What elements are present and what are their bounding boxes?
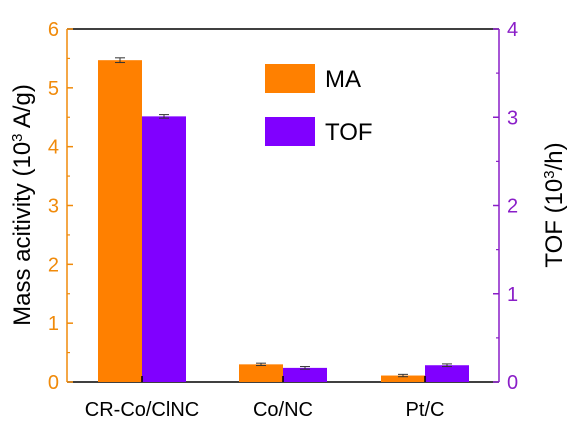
y-axis-left-title-sup: 3 bbox=[9, 133, 26, 141]
y-axis-right-title-sup: 3 bbox=[541, 170, 558, 178]
y-tick-label-right: 3 bbox=[507, 107, 518, 129]
bar-ma bbox=[98, 60, 142, 382]
y-tick-label-right: 4 bbox=[507, 19, 518, 41]
y-tick-label-left: 0 bbox=[48, 372, 59, 394]
y-axis-left-title-prefix: Mass acitivity (10 bbox=[9, 142, 36, 326]
legend-label-tof: TOF bbox=[325, 119, 373, 146]
y-tick-label-right: 2 bbox=[507, 196, 518, 218]
bar-ma bbox=[239, 364, 283, 382]
y-tick-label-left: 1 bbox=[48, 313, 59, 335]
legend: MA TOF bbox=[265, 64, 373, 146]
y-tick-label-right: 0 bbox=[507, 372, 518, 394]
x-tick-label: CR-Co/ClNC bbox=[85, 399, 199, 421]
y-axis-right-title: TOF (103/h) bbox=[541, 142, 569, 267]
bar-tof bbox=[425, 365, 469, 382]
y-tick-label-left: 3 bbox=[48, 196, 59, 218]
y-axis-right-title-suffix: /h) bbox=[541, 142, 568, 170]
y-tick-label-right: 1 bbox=[507, 284, 518, 306]
x-tick-label: Pt/C bbox=[406, 399, 445, 421]
legend-swatch-ma bbox=[265, 64, 315, 93]
y-tick-label-left: 6 bbox=[48, 19, 59, 41]
x-tick-label: Co/NC bbox=[253, 399, 313, 421]
y-axis-right-title-prefix: TOF (10 bbox=[541, 179, 568, 268]
y-axis-left-title-suffix: A/g) bbox=[9, 84, 36, 133]
y-tick-label-left: 2 bbox=[48, 254, 59, 276]
y-tick-label-left: 5 bbox=[48, 78, 59, 100]
axis-ticks: 0 1 2 3 4 5 6 0 1 2 3 4 CR-Co/ClNC Co/NC Pt/C bbox=[48, 19, 518, 421]
bar-ma bbox=[381, 375, 425, 382]
bar-tof bbox=[142, 116, 186, 383]
y-axis-left-title: Mass acitivity (103 A/g) bbox=[9, 84, 37, 326]
bars bbox=[98, 57, 469, 383]
y-tick-label-left: 4 bbox=[48, 137, 59, 159]
bar-tof bbox=[283, 367, 327, 382]
legend-swatch-tof bbox=[265, 117, 315, 146]
legend-label-ma: MA bbox=[325, 66, 361, 93]
